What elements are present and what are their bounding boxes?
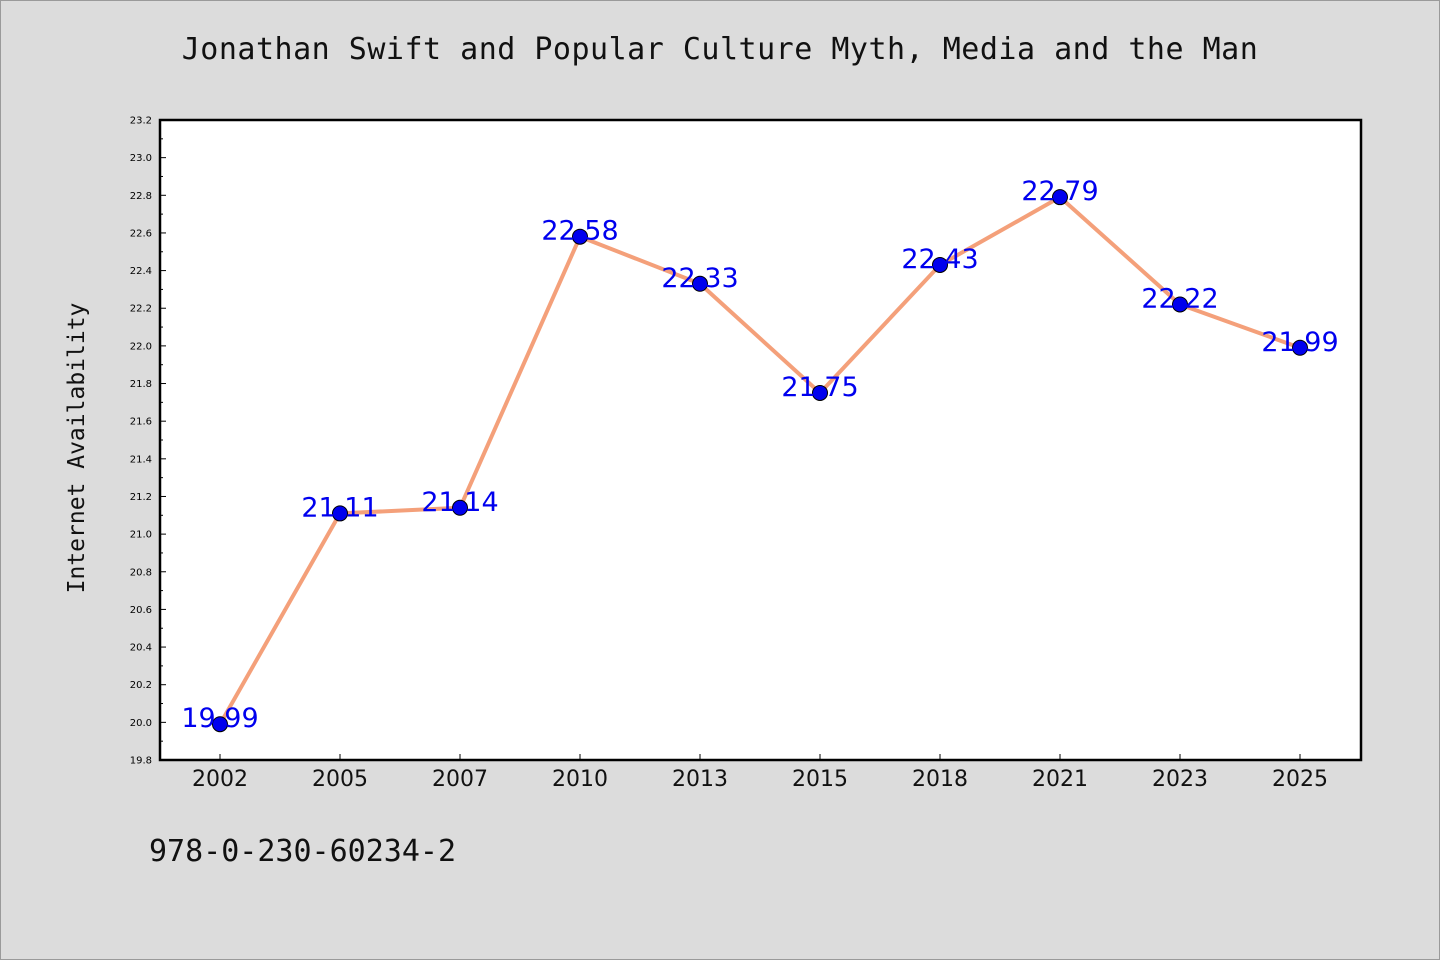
y-tick-label: 20.0 — [130, 718, 152, 729]
y-tick-label: 22.0 — [130, 341, 152, 352]
data-point — [692, 275, 708, 292]
y-tick-label: 20.6 — [130, 605, 152, 616]
y-tick-label: 19.8 — [130, 756, 152, 767]
y-tick-label: 21.0 — [130, 530, 152, 541]
x-tick-label: 2010 — [552, 767, 608, 792]
y-tick-label: 21.2 — [130, 492, 152, 503]
data-point — [212, 716, 228, 733]
y-tick-label: 21.6 — [130, 417, 152, 428]
data-label: 22.33 — [661, 263, 738, 294]
chart-title: Jonathan Swift and Popular Culture Myth,… — [181, 32, 1259, 67]
x-tick-label: 2025 — [1272, 767, 1328, 792]
data-label: 21.99 — [1261, 327, 1338, 358]
y-tick-label: 22.4 — [130, 266, 152, 277]
y-tick-label: 20.2 — [130, 680, 152, 691]
data-label: 19.99 — [181, 703, 258, 734]
y-tick-label: 22.6 — [130, 228, 152, 239]
data-label: 22.79 — [1021, 176, 1098, 207]
data-point — [572, 228, 588, 245]
y-tick-label: 20.8 — [130, 567, 152, 578]
x-tick-label: 2002 — [192, 767, 248, 792]
y-tick-label: 22.2 — [130, 304, 152, 315]
y-tick-label: 21.4 — [130, 454, 152, 465]
x-tick-label: 2015 — [792, 767, 848, 792]
data-label: 22.58 — [541, 216, 618, 247]
plot-area — [158, 118, 1363, 762]
x-tick-label: 2007 — [432, 767, 488, 792]
x-tick-label: 2018 — [912, 767, 968, 792]
x-tick-label: 2021 — [1032, 767, 1088, 792]
data-point — [932, 256, 948, 273]
y-axis-label: Internet Availability — [64, 303, 90, 594]
y-tick-label: 21.8 — [130, 379, 152, 390]
data-label: 21.11 — [301, 492, 378, 523]
data-label: 21.75 — [781, 372, 858, 403]
x-axis: 2002 2005 2007 2010 2013 2015 2018 2021 2023 2025 — [192, 754, 1328, 792]
x-tick-label: 2023 — [1152, 767, 1208, 792]
data-point — [452, 499, 468, 516]
y-tick-label: 22.8 — [130, 191, 152, 202]
data-point — [1052, 189, 1068, 206]
data-point — [332, 505, 348, 522]
footer-code: 978-0-230-60234-2 — [149, 834, 457, 869]
data-label: 22.43 — [901, 244, 978, 275]
x-tick-label: 2005 — [312, 767, 368, 792]
data-point — [812, 384, 828, 401]
y-tick-label: 23.0 — [130, 153, 152, 164]
data-label: 21.14 — [421, 487, 498, 518]
y-tick-label: 20.4 — [130, 643, 152, 654]
data-point — [1292, 339, 1308, 356]
data-label: 22.22 — [1141, 283, 1218, 314]
y-tick-label: 23.2 — [130, 116, 152, 127]
series-markers — [212, 189, 1308, 733]
data-labels: 19.99 21.11 21.14 22.58 22.33 21.75 22.43 22.79… — [181, 176, 1338, 734]
data-point — [1172, 296, 1188, 313]
series-line — [218, 195, 1301, 726]
x-tick-label: 2013 — [672, 767, 728, 792]
y-axis: 19.8 20.0 20.2 20.4 20.6 20.8 21.0 21.2 21.4 21.6… — [130, 116, 166, 767]
